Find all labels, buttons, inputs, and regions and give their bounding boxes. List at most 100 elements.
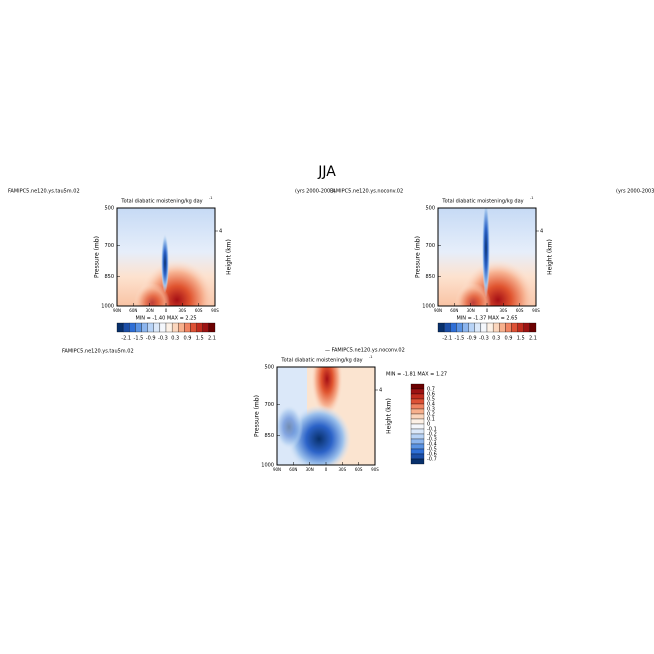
colorbar-label: 0.4 [427,402,435,408]
colorbar-cell [141,322,148,333]
x-tick-label: 0 [165,308,168,313]
colorbar-label: -2.1 [442,336,452,342]
plot-title: Total diabatic moistening/kg day [280,358,362,364]
colorbar-cell [410,408,425,415]
y-tick-label: 850 [104,274,114,280]
contour-field [438,208,536,306]
figure-title: JJA [317,164,336,180]
x-tick-label: 90S [211,308,219,313]
colorbar-cell [171,322,179,333]
x-tick-label: 60S [355,467,363,472]
y2-axis-title: Height (km) [547,239,554,275]
plot-title-sup: -1 [209,196,213,200]
case-label: FAMIPC5.ne120.ys.tau5m.02 [62,349,134,355]
x-tick-label: 90N [273,467,281,472]
colorbar-cell [517,322,524,333]
x-tick-label: 30N [146,308,154,313]
colorbar-cell [450,322,457,333]
y-tick-label: 500 [264,365,274,371]
colorbar-cell [410,438,425,445]
colorbar-cell [147,322,154,333]
colorbar-cell [456,322,463,333]
x-tick-label: 0 [486,308,489,313]
colorbar-label: -1.5 [134,336,144,342]
colorbar-cell [410,433,425,440]
colorbar-cell [462,322,469,333]
colorbar-label: -0.7 [427,457,437,463]
x-tick-label: 60N [129,308,137,313]
colorbar-label: -0.4 [427,442,437,448]
y2-tick-label: 4 [219,229,222,235]
colorbar-label: -0.6 [427,452,437,458]
colorbar-label: 0.1 [427,417,435,423]
x-tick-label: 90S [532,308,540,313]
colorbar-cell [410,413,425,420]
colorbar-label: 0.3 [427,407,435,413]
y-tick-label: 850 [425,274,435,280]
x-tick-label: 90N [113,308,121,313]
colorbar-label: -2.1 [121,336,131,342]
x-tick-label: 60S [195,308,203,313]
field-high [134,283,170,306]
y-tick-label: 700 [425,243,435,249]
y2-axis-title: Height (km) [386,398,393,434]
colorbar-cell [135,322,142,333]
case-label: FAMIPC5.ne120.ys.tau5m.02 [8,189,80,195]
plot-title: Total diabatic moistening/kg day [120,199,202,205]
x-tick-label: 60N [289,467,297,472]
case2-label: — FAMIPC5.ne120.ys.noconv.02 [325,348,405,354]
y-tick-label: 1000 [422,304,435,310]
colorbar-cell [202,322,210,333]
field-low [161,233,169,293]
colorbar-label: -0.5 [427,447,437,453]
case-label: FAMIPC5.ne120.ys.noconv.02 [330,189,403,195]
colorbar-cell [529,322,537,333]
colorbar-cell [178,322,185,333]
colorbar-cell [505,322,512,333]
colorbar-cell [184,322,191,333]
x-tick-label: 30S [339,467,347,472]
colorbar-cell [410,393,425,400]
colorbar-label: 2.1 [208,336,216,342]
field-high [311,367,343,417]
colorbar-cell [410,403,425,410]
colorbar-cell [410,448,425,455]
x-tick-label: 0 [325,467,328,472]
x-tick-label: 30S [500,308,508,313]
colorbar-cell [499,322,506,333]
colorbar-cell [410,428,425,435]
colorbar-cell [410,388,425,395]
y2-tick-label: 4 [379,388,382,394]
colorbar-cell [410,458,425,465]
colorbar-cell [523,322,531,333]
x-tick-label: 30N [306,467,314,472]
stats-label: MIN = -1.37 MAX = 2.65 [456,316,517,322]
plot-title-sup: -1 [369,355,373,359]
colorbar-cell [159,322,167,333]
colorbar-label: -0.3 [479,336,489,342]
colorbar-label: 0.3 [171,336,179,342]
y-axis-title: Pressure (mb) [415,236,422,278]
colorbar-label: 0 [427,422,430,428]
contour-field [277,367,375,465]
colorbar-label: -0.2 [427,432,437,438]
colorbar-cell [196,322,203,333]
colorbar-cell [165,322,173,333]
x-tick-label: 90S [371,467,379,472]
colorbar-label: -0.3 [158,336,168,342]
colorbar-label: 2.1 [529,336,537,342]
colorbar-cell [443,322,451,333]
y-tick-label: 1000 [261,463,274,469]
y-tick-label: 500 [425,206,435,212]
years-label: (yrs 2000-2003) [295,189,335,195]
colorbar-cell [410,383,425,390]
colorbar-cell [468,322,475,333]
plot-title-sup: -1 [530,196,534,200]
colorbar-label: -0.9 [467,336,477,342]
y-tick-label: 850 [264,433,274,439]
colorbar-cell [129,322,136,333]
colorbar-cell [122,322,130,333]
y-axis-title: Pressure (mb) [254,395,261,437]
colorbar-cell [474,322,482,333]
contour-field [117,208,215,306]
